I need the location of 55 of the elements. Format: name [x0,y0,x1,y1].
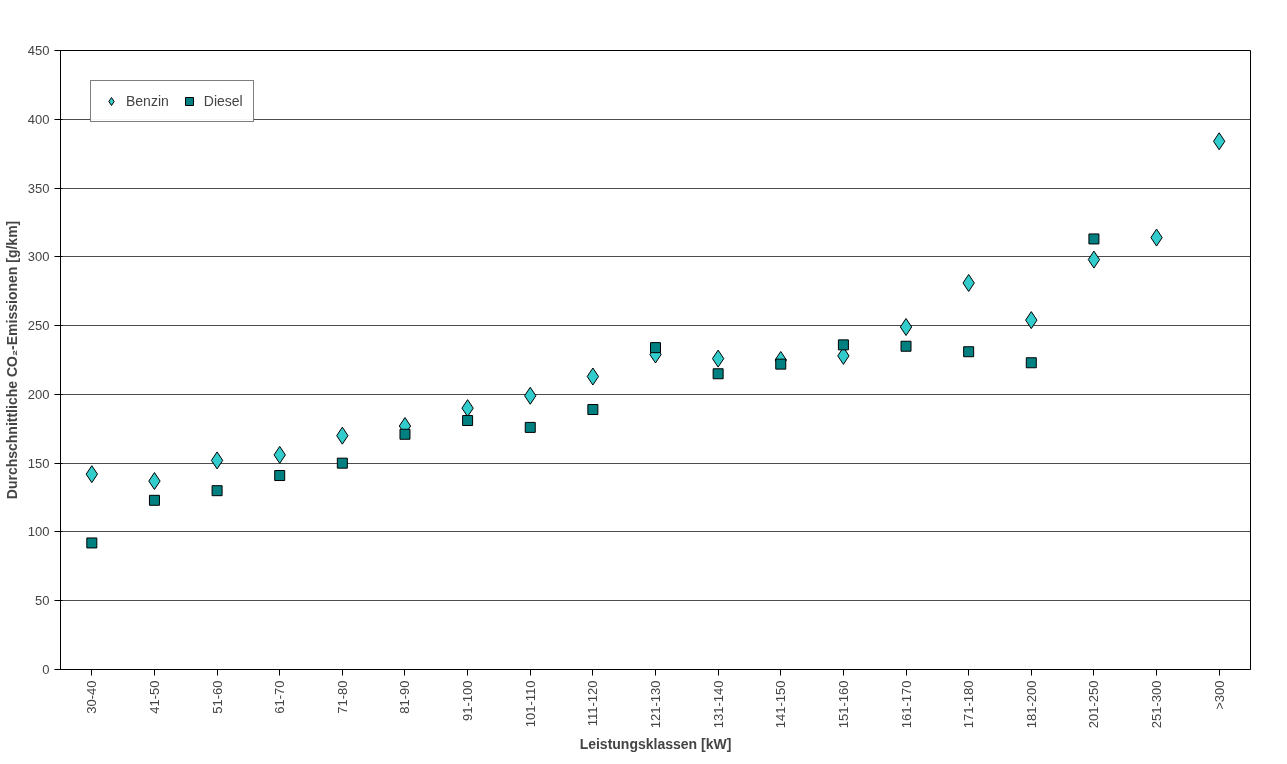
point [650,342,661,354]
x-tick-label: 251-300 [1149,680,1165,729]
y-tick-label: 200 [27,386,50,402]
point [775,358,787,370]
point [336,457,348,469]
x-tick-label: >300 [1211,680,1227,710]
x-tick-label: 111-120 [585,680,601,727]
x-tick-label: 201-250 [1086,680,1102,729]
y-tick-label: 150 [27,455,50,471]
point [963,346,975,358]
x-tick-label: 171-180 [961,680,977,729]
point [712,368,724,380]
y-tick-label: 250 [27,318,50,334]
y-axis-title: Durchschnittliche CO₂-Emissionen [g/km] [3,220,20,500]
point [1025,357,1037,369]
point [86,537,98,549]
point [586,367,600,386]
y-tick-label: 450 [27,43,50,58]
x-tick-label: 141-150 [773,680,789,729]
legend-label: Benzin [126,93,169,109]
point [1087,250,1101,269]
x-tick-label: 30-40 [84,680,100,714]
legend-label: Diesel [203,93,243,109]
point [900,340,912,352]
x-tick-label: 61-70 [272,680,288,714]
x-tick-label: 41-50 [146,680,162,714]
point [837,339,849,351]
x-tick-label: 151-160 [835,680,851,729]
point [587,404,599,416]
x-tick-label: 51-60 [209,680,225,714]
point [211,485,223,497]
y-tick-label: 400 [27,111,50,127]
x-tick-label: 101-110 [522,680,538,728]
point [210,451,224,470]
y-tick-label: 300 [27,249,50,265]
point [462,415,474,427]
point [524,421,536,433]
y-tick-label: 100 [27,524,50,540]
x-tick-label: 71-80 [334,680,350,714]
y-tick-label: 350 [27,180,50,196]
x-tick-label: 161-170 [898,680,914,729]
x-axis-title: Leistungsklassen [kW] [579,736,732,753]
point [274,470,286,482]
point [1088,233,1100,245]
x-tick-label: 91-100 [460,680,476,721]
point [711,349,725,368]
x-tick-label: 81-90 [397,680,413,714]
point [148,494,160,506]
point [899,317,913,336]
y-tick-label: 0 [42,662,50,677]
x-tick-label: 131-140 [710,680,726,729]
x-tick-label: 121-130 [648,680,663,729]
y-tick-label: 50 [35,593,50,609]
point [399,428,411,440]
x-tick-label: 181-200 [1023,680,1039,729]
